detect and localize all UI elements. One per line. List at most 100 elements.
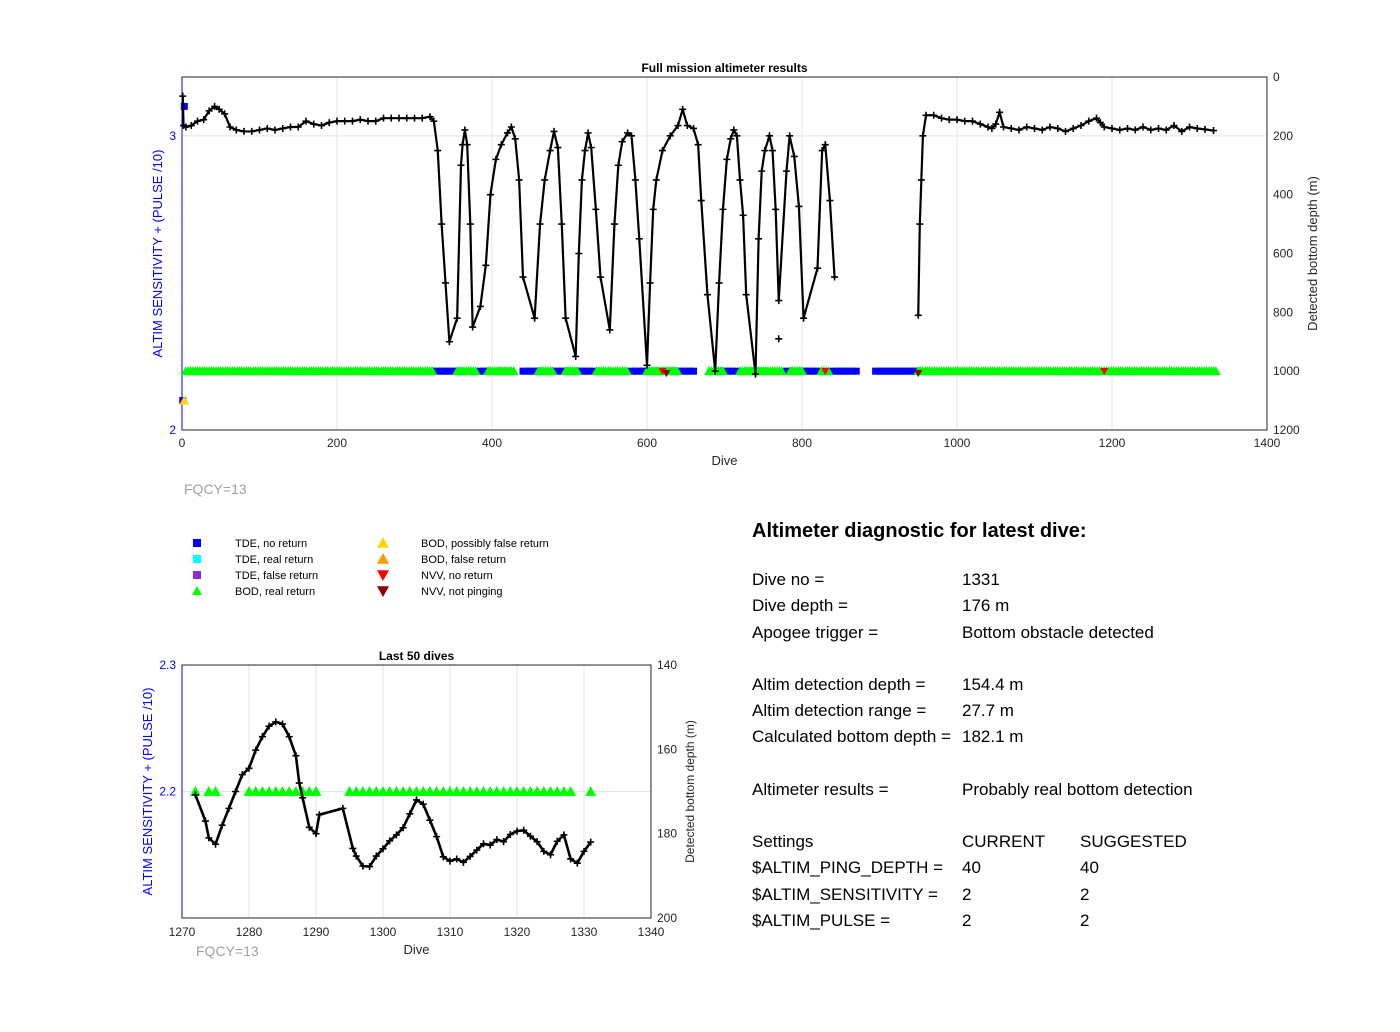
chart1-depth-point [426,113,434,121]
chart1-depth-point [1015,126,1023,134]
chart1-tde-no-return-marker [848,367,856,375]
chart1-depth-point [719,205,727,213]
chart1-depth-point [631,176,639,184]
chart1-depth-point [248,127,256,135]
legend-marker-r2 [377,570,389,581]
chart1-depth-point [310,120,318,128]
chart1-tde-no-return-marker [887,367,895,375]
chart2-depth-point [372,852,380,860]
chart1-depth-point [614,161,622,169]
chart2-yright-tick-label: 200 [657,911,677,925]
chart1-nvv-not-pinging-marker [662,369,671,378]
chart1-depth-point [1170,122,1178,130]
chart1-x-tick-label: 200 [327,436,347,450]
chart1-depth-point [795,202,803,210]
altim-range-label: Altim detection range = [752,701,927,721]
chart1-depth-point [578,176,586,184]
chart1-depth-point [372,117,380,125]
chart2-depth-point [567,855,575,863]
chart1-tde-no-return-marker [833,367,841,375]
settings-label: Settings [752,832,814,852]
chart2-depth-point [466,852,474,860]
chart1-tde-no-return-marker [802,367,810,375]
chart2-depth-point [553,837,561,845]
chart1-x-tick-label: 600 [637,436,657,450]
chart1-depth-point [434,147,442,155]
chart1-depth-point [226,123,234,131]
chart1-depth-point [179,92,187,100]
chart1-tde-no-return-marker [476,367,484,375]
chart1-tde-no-return-marker [879,367,887,375]
chart1-depth-point [294,123,302,131]
chart1-depth-point [976,120,984,128]
chart1-tde-no-return-marker [635,367,643,375]
chart1-tde-no-return-marker [678,367,686,375]
calc-bottom-value: 182.1 m [962,727,1024,747]
chart1-depth-point [187,122,195,130]
chart1-depth-point [1000,123,1007,131]
chart1-depth-point [1124,124,1131,132]
legend-marker-2 [193,571,201,579]
chart1-depth-point [814,264,821,272]
chart1-depth-point [575,250,583,257]
chart1-depth-point [221,110,229,118]
chart1-depth-point [469,323,477,331]
chart1-depth-point [996,108,1004,116]
chart2-depth-point [265,722,273,730]
chart2-depth-point [285,733,293,741]
chart2-depth-point [279,720,286,728]
chart1-tde-no-return-marker [806,367,814,375]
chart1-tde-no-return-marker [841,367,849,375]
chart1-tde-no-return-marker [728,367,736,375]
chart1-depth-point [727,135,735,143]
chart1-tde-no-return-marker [628,367,635,375]
sensitivity-current: 2 [962,884,972,904]
chart1-tde-no-return-marker [814,367,821,375]
chart1-depth-point [1131,126,1139,134]
chart1-tde-no-return-marker [480,367,488,375]
chart1-depth-point [742,291,750,299]
chart2-x-tick-label: 1310 [437,925,464,939]
chart2-x-tick-label: 1290 [303,925,330,939]
chart1-tde-no-return-marker [724,367,732,375]
chart1-tde-no-return-marker [531,367,539,375]
chart1-yright-tick-label: 800 [1273,305,1293,319]
chart1-depth-point [1023,123,1031,131]
chart1-depth-point [775,297,783,305]
chart2-depth-point [238,771,246,779]
chart2-bod-real-return-marker [210,786,221,796]
chart2-depth-point [480,840,487,848]
chart1-depth-point [1162,126,1170,134]
chart1-nvv-no-return-marker [821,367,830,376]
chart1-depth-point [531,314,539,322]
ping-depth-label: $ALTIM_PING_DEPTH = [752,858,943,878]
chart1-tde-no-return-marker [852,367,860,375]
chart1-depth-point [302,117,310,125]
chart1-depth-point [411,114,418,122]
chart1-depth-point [211,102,219,110]
chart1-depth-point [1139,123,1147,131]
chart1-depth-point [652,176,660,184]
chart1-depth-point [403,114,411,122]
chart1-depth-point [562,314,570,322]
legend-label-r0: BOD, possibly false return [421,538,549,550]
chart1-depth-point [1186,123,1193,131]
chart1-tde-no-return-marker [686,367,694,375]
chart1-depth-point [461,126,469,134]
chart2-depth-point [413,796,420,804]
calc-bottom-row: Calculated bottom depth = 182.1 m [752,724,1352,750]
sensitivity-label: $ALTIM_SENSITIVITY = [752,884,938,904]
chart1-tde-no-return-marker [581,367,589,375]
chart1-bod-real-return-marker [717,366,728,376]
apogee-row: Apogee trigger = Bottom obstacle detected [752,620,1352,646]
sensitivity-suggested: 2 [1080,884,1090,904]
chart1-depth-point [519,273,527,281]
chart1-depth-point [697,197,705,205]
chart2-title: Last 50 dives [379,649,455,663]
chart1-depth-point [1007,124,1015,132]
chart1-tde-no-return-marker [903,367,911,375]
chart2-yleft-tick-label: 2.3 [159,658,176,672]
legend-label-0: TDE, no return [235,538,307,550]
chart1-depth-point [341,117,349,125]
